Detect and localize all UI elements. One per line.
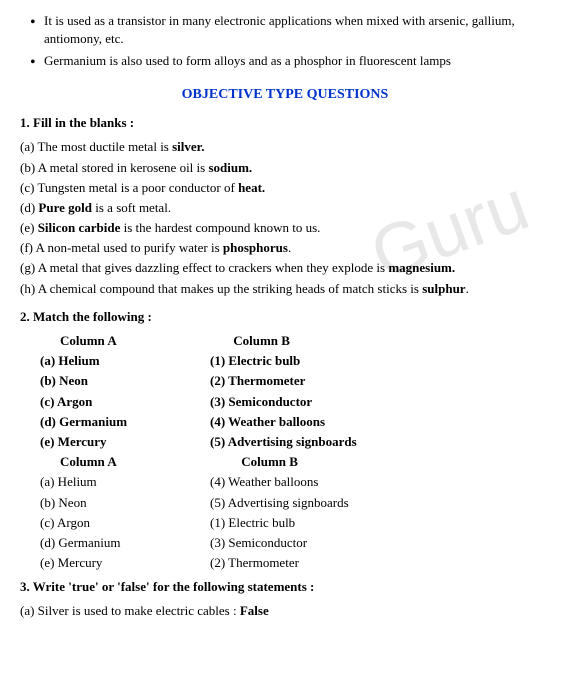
answer-prefix: (e) (20, 220, 38, 235)
match-row: (b) Neon(2) Thermometer (40, 372, 550, 390)
answer-prefix: (f) A non-metal used to purify water is (20, 240, 223, 255)
answer-bold: sodium. (208, 160, 252, 175)
answer-row: (b) A metal stored in kerosene oil is so… (20, 159, 550, 177)
q3-bold: False (240, 603, 269, 618)
match-header: Column A Column B (40, 332, 550, 350)
col-b-cell: (1) Electric bulb (210, 514, 295, 532)
match-row: (c) Argon(1) Electric bulb (40, 514, 550, 532)
answer-row: (h) A chemical compound that makes up th… (20, 280, 550, 298)
col-b-cell: (4) Weather balloons (210, 473, 318, 491)
col-a-cell: (d) Germanium (40, 534, 210, 552)
col-b-cell: (1) Electric bulb (210, 352, 300, 370)
q3-prefix: (a) Silver is used to make electric cabl… (20, 603, 240, 618)
bullet-item: Germanium is also used to form alloys an… (44, 52, 550, 70)
match-table-1: Column A Column B (a) Helium(1) Electric… (40, 332, 550, 572)
answer-suffix: . (288, 240, 291, 255)
col-b-cell: (3) Semiconductor (210, 393, 312, 411)
answer-bold: magnesium. (388, 260, 455, 275)
q1-answers: (a) The most ductile metal is silver. (b… (20, 138, 550, 298)
answer-suffix: . (466, 281, 469, 296)
col-b-cell: (2) Thermometer (210, 372, 305, 390)
answer-row: (a) The most ductile metal is silver. (20, 138, 550, 156)
q3-heading: 3. Write 'true' or 'false' for the follo… (20, 578, 550, 596)
column-b-header: Column B (241, 453, 298, 471)
col-b-cell: (4) Weather balloons (210, 413, 325, 431)
col-a-cell: (d) Germanium (40, 413, 210, 431)
col-b-cell: (3) Semiconductor (210, 534, 307, 552)
column-a-header: Column A (60, 453, 117, 471)
col-a-cell: (a) Helium (40, 473, 210, 491)
match-row: (e) Mercury(5) Advertising signboards (40, 433, 550, 451)
answer-prefix: (b) A metal stored in kerosene oil is (20, 160, 208, 175)
answer-row: (d) Pure gold is a soft metal. (20, 199, 550, 217)
col-b-cell: (5) Advertising signboards (210, 433, 357, 451)
match-row: (e) Mercury(2) Thermometer (40, 554, 550, 572)
answer-suffix: is the hardest compound known to us. (120, 220, 320, 235)
intro-bullets: It is used as a transistor in many elect… (20, 12, 550, 71)
answer-bold: heat. (238, 180, 265, 195)
answer-row: (e) Silicon carbide is the hardest compo… (20, 219, 550, 237)
col-a-cell: (e) Mercury (40, 433, 210, 451)
column-b-header: Column B (233, 332, 290, 350)
q2-heading: 2. Match the following : (20, 308, 550, 326)
document-content: It is used as a transistor in many elect… (20, 12, 550, 621)
answer-suffix: is a soft metal. (92, 200, 171, 215)
col-a-cell: (c) Argon (40, 514, 210, 532)
column-a-header: Column A (60, 332, 117, 350)
answer-bold: silver. (172, 139, 204, 154)
col-b-cell: (2) Thermometer (210, 554, 299, 572)
match-header: Column A Column B (40, 453, 550, 471)
q1-heading: 1. Fill in the blanks : (20, 114, 550, 132)
objective-title: OBJECTIVE TYPE QUESTIONS (20, 85, 550, 105)
col-b-cell: (5) Advertising signboards (210, 494, 349, 512)
match-row: (b) Neon(5) Advertising signboards (40, 494, 550, 512)
answer-bold: sulphur (422, 281, 465, 296)
col-a-cell: (a) Helium (40, 352, 210, 370)
q3-answer: (a) Silver is used to make electric cabl… (20, 602, 550, 620)
answer-prefix: (a) The most ductile metal is (20, 139, 172, 154)
col-a-cell: (c) Argon (40, 393, 210, 411)
col-a-cell: (b) Neon (40, 494, 210, 512)
answer-prefix: (g) A metal that gives dazzling effect t… (20, 260, 388, 275)
answer-row: (f) A non-metal used to purify water is … (20, 239, 550, 257)
answer-prefix: (h) A chemical compound that makes up th… (20, 281, 422, 296)
match-row: (a) Helium(1) Electric bulb (40, 352, 550, 370)
match-row: (d) Germanium(3) Semiconductor (40, 534, 550, 552)
col-a-cell: (e) Mercury (40, 554, 210, 572)
answer-bold: Pure gold (38, 200, 92, 215)
match-row: (a) Helium(4) Weather balloons (40, 473, 550, 491)
answer-prefix: (c) Tungsten metal is a poor conductor o… (20, 180, 238, 195)
match-row: (d) Germanium(4) Weather balloons (40, 413, 550, 431)
col-a-cell: (b) Neon (40, 372, 210, 390)
answer-bold: Silicon carbide (38, 220, 121, 235)
answer-bold: phosphorus (223, 240, 288, 255)
answer-row: (g) A metal that gives dazzling effect t… (20, 259, 550, 277)
match-row: (c) Argon(3) Semiconductor (40, 393, 550, 411)
bullet-item: It is used as a transistor in many elect… (44, 12, 550, 48)
answer-row: (c) Tungsten metal is a poor conductor o… (20, 179, 550, 197)
answer-prefix: (d) (20, 200, 38, 215)
